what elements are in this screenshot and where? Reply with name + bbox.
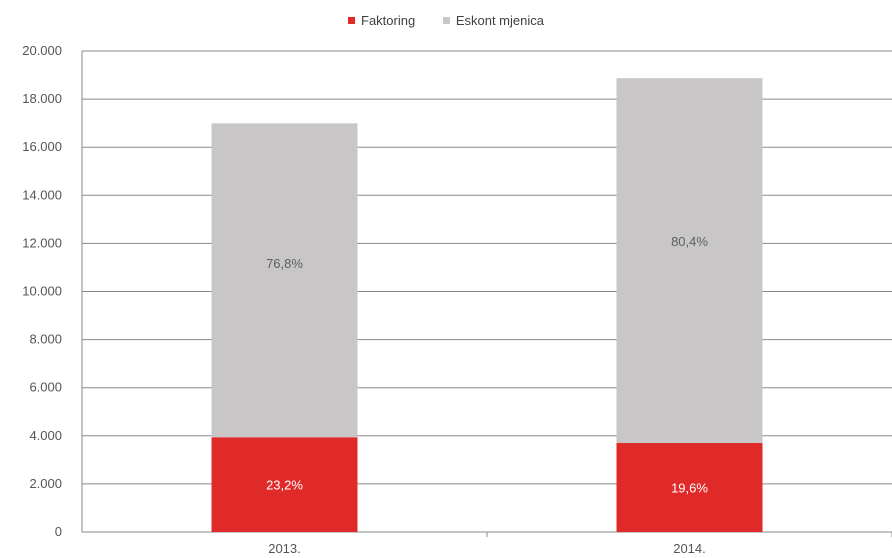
y-tick-label: 16.000 bbox=[22, 139, 62, 154]
y-tick-label: 14.000 bbox=[22, 187, 62, 202]
y-tick-label: 10.000 bbox=[22, 284, 62, 299]
y-tick-label: 12.000 bbox=[22, 235, 62, 250]
bar-eskont-0 bbox=[211, 123, 358, 438]
legend-item-faktoring: Faktoring bbox=[348, 13, 415, 28]
y-tick-label: 4.000 bbox=[29, 428, 62, 443]
legend-swatch-faktoring bbox=[348, 17, 355, 25]
y-tick-label: 6.000 bbox=[29, 380, 62, 395]
bar-faktoring-1 bbox=[616, 443, 763, 532]
data-label-eskont-1: 80,4% bbox=[671, 234, 708, 249]
x-tick-label: 2013. bbox=[268, 541, 301, 556]
legend-label-faktoring: Faktoring bbox=[361, 13, 416, 28]
y-tick-label: 18.000 bbox=[22, 91, 62, 106]
bar-faktoring-0 bbox=[211, 437, 358, 532]
legend-label-eskont: Eskont mjenica bbox=[455, 13, 544, 28]
data-label-faktoring-0: 23,2% bbox=[266, 478, 303, 493]
bar-eskont-1 bbox=[616, 78, 763, 444]
legend-item-eskont: Eskont mjenica bbox=[442, 13, 544, 28]
legend: Faktoring Eskont mjenica bbox=[0, 13, 892, 28]
data-label-eskont-0: 76,8% bbox=[266, 256, 303, 271]
y-tick-label: 20.000 bbox=[22, 43, 62, 58]
data-label-faktoring-1: 19,6% bbox=[671, 481, 708, 496]
legend-swatch-eskont bbox=[442, 17, 450, 25]
x-tick-label: 2014. bbox=[673, 541, 706, 556]
y-tick-label: 2.000 bbox=[29, 476, 62, 491]
y-tick-label: 0 bbox=[55, 524, 62, 539]
y-tick-label: 8.000 bbox=[29, 332, 62, 347]
